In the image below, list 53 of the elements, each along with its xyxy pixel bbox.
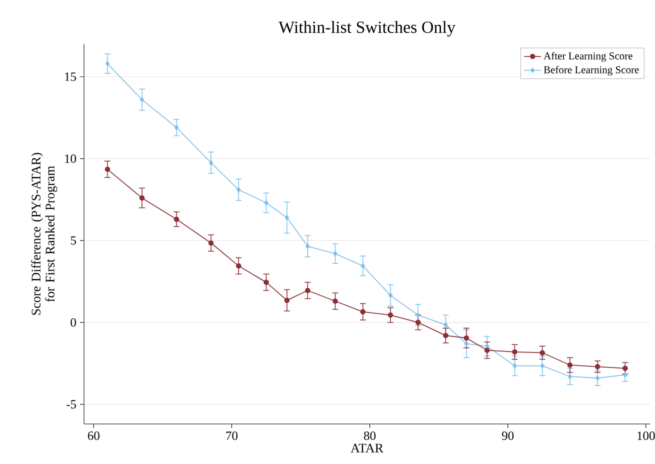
point [306,244,310,249]
point [360,309,366,314]
y-tick-label: 10 [65,154,76,163]
point [443,332,448,338]
y-axis-title: Score Difference (PYS-ATAR) for First Ranked Program [31,152,58,315]
point [208,240,214,246]
point [388,292,393,298]
point [388,312,394,318]
point [568,374,572,380]
point [208,160,214,166]
point [264,200,268,206]
y-tick-label: 15 [65,72,76,81]
point [416,312,420,318]
x-tick-label: 80 [364,432,376,440]
point [104,166,110,172]
point [512,349,518,355]
point [284,214,290,220]
point [304,288,310,294]
x-tick-label: 100 [638,432,655,440]
point [174,124,179,130]
x-axis-title: ATAR [350,444,384,452]
point [415,320,421,326]
point [284,298,290,303]
point [236,187,241,192]
point [333,250,338,256]
point [595,375,600,381]
y-tick-label: 5 [70,236,76,245]
legend-label: Before Learning Score [544,66,639,76]
point [540,350,545,356]
point [594,364,600,370]
x-tick-label: 90 [502,432,514,440]
point [464,341,468,346]
point [464,335,470,341]
x-tick-label: 70 [226,432,238,440]
point [264,280,269,285]
point [567,362,573,368]
point [360,263,365,269]
y-tick-label: 0 [70,318,76,327]
point [236,263,242,269]
point [540,363,544,368]
point [105,60,110,66]
point [139,195,145,201]
point [140,97,144,102]
point [484,348,490,353]
legend-label: After Learning Score [544,52,632,62]
chart-title: Within-list Switches Only [278,21,456,36]
point [623,372,628,378]
point [512,363,517,368]
y-tick-label: -5 [66,400,76,408]
point [174,216,180,222]
x-tick-label: 60 [88,432,100,440]
point [332,298,338,304]
point [444,322,448,328]
